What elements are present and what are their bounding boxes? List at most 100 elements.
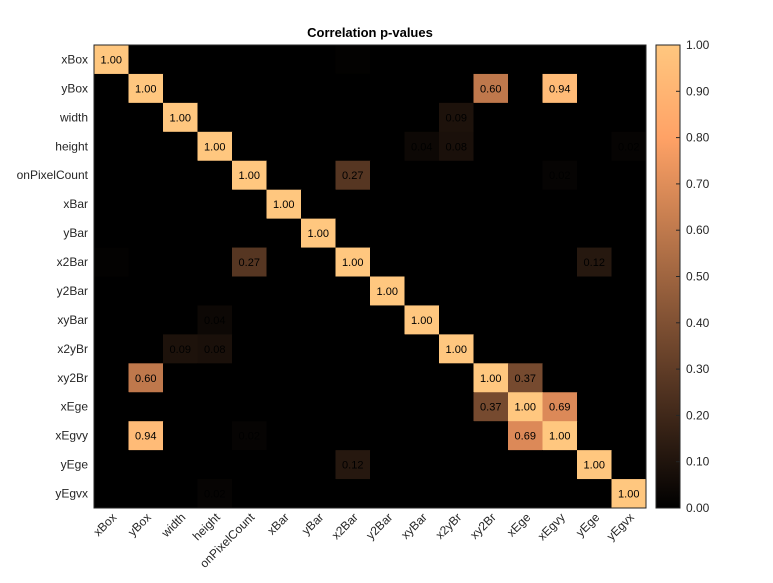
heatmap-cell [473, 276, 509, 306]
cell-value-label: 0.12 [342, 460, 363, 472]
heatmap-cell [508, 450, 543, 480]
heatmap-cell [128, 102, 164, 133]
heatmap-cell [301, 73, 336, 104]
colorbar-tick-label: 0.90 [686, 84, 710, 98]
heatmap-cell [301, 450, 336, 480]
heatmap-cell [128, 479, 164, 509]
heatmap-cell [128, 450, 164, 480]
heatmap-cell [232, 450, 267, 480]
heatmap-cell [232, 276, 267, 306]
heatmap-cell [370, 392, 405, 422]
heatmap-cell [301, 305, 336, 335]
heatmap-cell [404, 189, 440, 220]
heatmap-cell [542, 276, 578, 306]
heatmap-cell [232, 189, 267, 220]
heatmap-cell [232, 102, 267, 133]
heatmap-cell [335, 334, 371, 364]
heatmap-cell [301, 479, 336, 509]
heatmap-cell [301, 45, 336, 75]
heatmap-cell [163, 73, 198, 104]
heatmap-cell [473, 363, 509, 393]
y-tick-label: xEge [61, 400, 89, 414]
heatmap-cell [577, 131, 612, 162]
heatmap-cell [370, 479, 405, 509]
heatmap-cell [232, 45, 267, 75]
heatmap-cell [163, 305, 198, 335]
colorbar-tick-label: 0.60 [686, 223, 710, 237]
heatmap-cell [577, 363, 612, 393]
heatmap-cell [335, 189, 371, 220]
heatmap-cell [439, 189, 474, 220]
heatmap-cell [404, 363, 440, 393]
colorbar-tick-label: 0.80 [686, 131, 710, 145]
heatmap-cell [197, 334, 233, 364]
heatmap-cell [301, 363, 336, 393]
cell-value-label: 0.08 [446, 141, 467, 153]
heatmap-cell [266, 450, 302, 480]
heatmap-cell [197, 131, 233, 162]
heatmap-cell [335, 479, 371, 509]
heatmap-cell [266, 160, 302, 191]
x-tick-label: x2Bar [329, 510, 361, 542]
heatmap-cell [577, 247, 612, 277]
heatmap-cell [404, 160, 440, 191]
colorbar-tick-label: 0.70 [686, 177, 710, 191]
cell-value-label: 1.00 [101, 54, 122, 66]
heatmap-cell [439, 102, 474, 133]
heatmap-cell [439, 276, 474, 306]
heatmap-cell [404, 305, 440, 335]
heatmap-cell [508, 392, 543, 422]
heatmap-cell [301, 131, 336, 162]
heatmap-cell [404, 421, 440, 451]
cell-value-label: 0.94 [135, 431, 156, 443]
heatmap-cell [128, 363, 164, 393]
heatmap-cell [473, 102, 509, 133]
heatmap-cell [577, 421, 612, 451]
heatmap-cell [577, 189, 612, 220]
heatmap-cell [577, 102, 612, 133]
heatmap-cell [301, 102, 336, 133]
heatmap-cell [404, 73, 440, 104]
cell-value-label: 0.02 [239, 431, 260, 443]
heatmap-cell [94, 73, 129, 104]
heatmap-cell [508, 45, 543, 75]
colorbar-tick-labels: 0.00 0.10 0.20 0.30 0.40 0.50 0.60 0.70 0.80 0.90… [676, 38, 710, 515]
heatmap-cell [232, 73, 267, 104]
heatmap-cell [508, 218, 543, 249]
x-tick-label: yEgvx [604, 510, 637, 543]
heatmap-cell [370, 73, 405, 104]
heatmap-cell [439, 450, 474, 480]
heatmap-cell [197, 218, 233, 249]
heatmap-cell [508, 363, 543, 393]
heatmap-cell [94, 102, 129, 133]
heatmap-cell [335, 421, 371, 451]
y-tick-label: height [55, 139, 88, 153]
heatmap-cell [404, 102, 440, 133]
heatmap-cell [335, 45, 371, 75]
heatmap-cell [508, 276, 543, 306]
heatmap-cell [370, 334, 405, 364]
heatmap-cell [611, 131, 647, 162]
heatmap-cell [370, 450, 405, 480]
cell-value-label: 0.09 [446, 112, 467, 124]
y-tick-label: xy2Br [57, 371, 88, 385]
cell-value-label: 1.00 [308, 228, 329, 240]
y-tick-label: xEgvy [55, 429, 88, 443]
heatmap-cell [508, 305, 543, 335]
heatmap-cell [232, 363, 267, 393]
heatmap-cell [404, 276, 440, 306]
heatmap-cell [611, 276, 647, 306]
heatmap-cell [128, 392, 164, 422]
cell-value-label: 1.00 [135, 83, 156, 95]
heatmap-cell [163, 131, 198, 162]
x-tick-label: y2Bar [363, 510, 395, 542]
heatmap-cell [301, 218, 336, 249]
cell-value-label: 1.00 [549, 431, 570, 443]
cell-value-label: 0.02 [204, 489, 225, 501]
heatmap-cell [94, 218, 129, 249]
heatmap-cell [439, 73, 474, 104]
heatmap-cell [404, 131, 440, 162]
heatmap-cell [232, 334, 267, 364]
heatmap-cell [266, 479, 302, 509]
